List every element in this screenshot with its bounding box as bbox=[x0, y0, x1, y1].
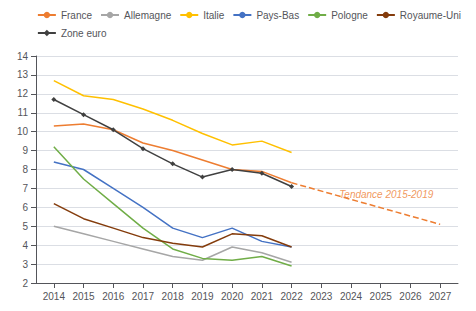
svg-text:2015: 2015 bbox=[72, 291, 95, 302]
svg-text:2021: 2021 bbox=[251, 291, 274, 302]
svg-text:9: 9 bbox=[22, 145, 28, 156]
svg-text:Tendance 2015-2019: Tendance 2015-2019 bbox=[339, 189, 434, 200]
svg-text:2: 2 bbox=[22, 278, 28, 289]
svg-text:13: 13 bbox=[17, 69, 29, 80]
svg-text:2019: 2019 bbox=[191, 291, 214, 302]
svg-text:2026: 2026 bbox=[399, 291, 422, 302]
svg-text:12: 12 bbox=[17, 88, 29, 99]
svg-text:2027: 2027 bbox=[429, 291, 452, 302]
svg-text:2020: 2020 bbox=[221, 291, 244, 302]
svg-text:Royaume-Uni: Royaume-Uni bbox=[400, 10, 461, 21]
svg-text:10: 10 bbox=[17, 126, 29, 137]
svg-text:7: 7 bbox=[22, 183, 28, 194]
svg-text:Pays-Bas: Pays-Bas bbox=[256, 10, 299, 21]
svg-text:France: France bbox=[61, 10, 93, 21]
svg-text:14: 14 bbox=[17, 51, 29, 62]
svg-text:2023: 2023 bbox=[310, 291, 333, 302]
svg-text:2025: 2025 bbox=[370, 291, 393, 302]
svg-text:Italie: Italie bbox=[203, 10, 225, 21]
svg-text:6: 6 bbox=[22, 202, 28, 213]
svg-text:2016: 2016 bbox=[102, 291, 125, 302]
svg-text:11: 11 bbox=[18, 107, 29, 118]
svg-text:4: 4 bbox=[22, 240, 28, 251]
svg-text:Pologne: Pologne bbox=[331, 10, 368, 21]
svg-text:Zone euro: Zone euro bbox=[61, 28, 107, 39]
svg-text:2017: 2017 bbox=[132, 291, 155, 302]
svg-text:2018: 2018 bbox=[162, 291, 185, 302]
svg-text:2014: 2014 bbox=[43, 291, 66, 302]
svg-text:5: 5 bbox=[22, 221, 28, 232]
svg-text:8: 8 bbox=[22, 164, 28, 175]
svg-text:2024: 2024 bbox=[340, 291, 363, 302]
svg-text:Allemagne: Allemagne bbox=[124, 10, 172, 21]
svg-text:3: 3 bbox=[22, 259, 28, 270]
svg-text:2022: 2022 bbox=[280, 291, 303, 302]
